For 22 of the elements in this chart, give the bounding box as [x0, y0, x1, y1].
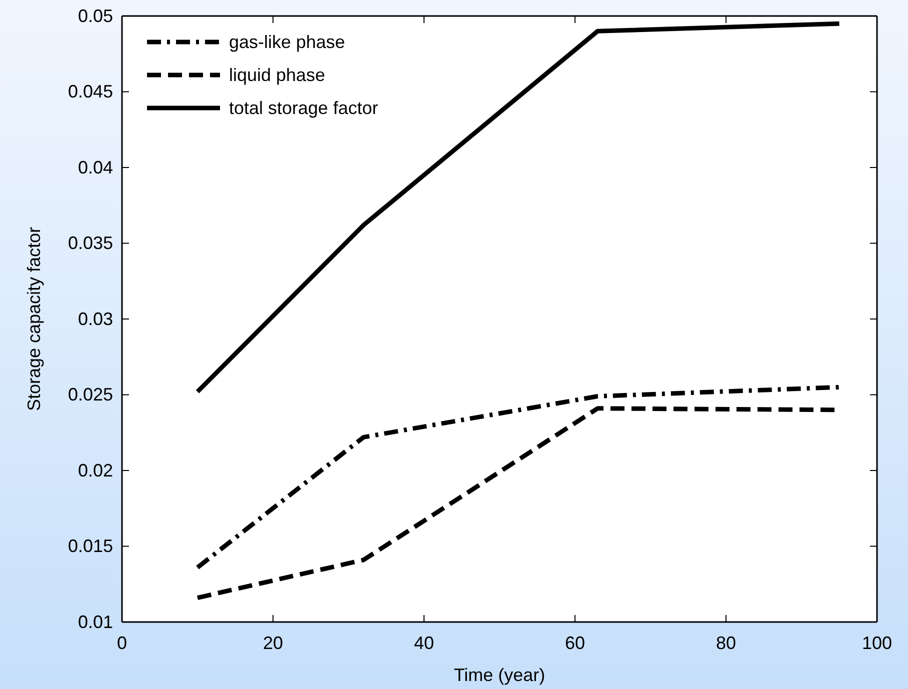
legend-label: liquid phase	[229, 65, 326, 85]
x-tick-label: 80	[716, 632, 736, 653]
y-axis-title: Storage capacity factor	[24, 226, 44, 412]
y-tick-label: 0.015	[68, 536, 113, 556]
y-tick-label: 0.05	[78, 6, 113, 26]
x-tick-label: 0	[116, 632, 128, 653]
y-tick-label: 0.01	[78, 612, 113, 632]
legend-label: gas-like phase	[229, 32, 346, 52]
y-tick-label: 0.03	[78, 308, 113, 329]
y-tick-label: 0.045	[68, 82, 113, 102]
x-tick-label: 100	[862, 632, 892, 653]
legend-label: total storage factor	[229, 98, 378, 118]
x-tick-label: 40	[414, 632, 434, 653]
line-series	[195, 21, 842, 394]
y-tick-label: 0.04	[78, 157, 113, 178]
x-tick-label: 60	[564, 632, 586, 653]
y-tick-label: 0.02	[78, 460, 113, 480]
y-tick-label: 0.035	[68, 233, 113, 254]
x-axis-title: Time (year)	[454, 665, 546, 685]
x-tick-label: 20	[262, 632, 284, 653]
line-series	[195, 384, 842, 570]
y-tick-label: 0.025	[68, 384, 113, 405]
